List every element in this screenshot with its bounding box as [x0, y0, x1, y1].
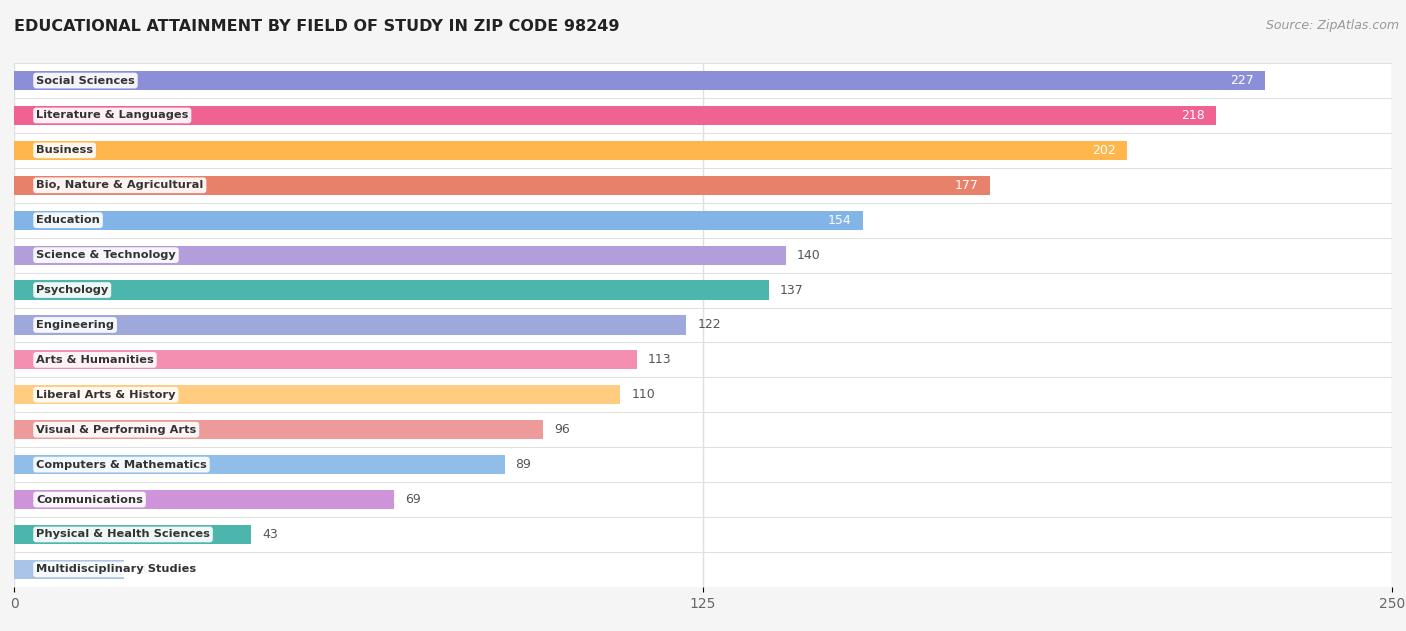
- Bar: [14, 560, 124, 579]
- Bar: [14, 175, 990, 195]
- Bar: [14, 238, 1392, 273]
- Text: EDUCATIONAL ATTAINMENT BY FIELD OF STUDY IN ZIP CODE 98249: EDUCATIONAL ATTAINMENT BY FIELD OF STUDY…: [14, 19, 620, 34]
- Bar: [14, 307, 1392, 343]
- Text: 69: 69: [405, 493, 422, 506]
- Bar: [14, 552, 1392, 587]
- Bar: [14, 168, 1392, 203]
- Text: Physical & Health Sciences: Physical & Health Sciences: [37, 529, 209, 540]
- Bar: [14, 133, 1392, 168]
- Text: 218: 218: [1181, 109, 1205, 122]
- Text: Arts & Humanities: Arts & Humanities: [37, 355, 153, 365]
- Text: Social Sciences: Social Sciences: [37, 76, 135, 86]
- Text: Visual & Performing Arts: Visual & Performing Arts: [37, 425, 197, 435]
- Bar: [14, 350, 637, 370]
- Bar: [14, 141, 1128, 160]
- Bar: [14, 455, 505, 475]
- Bar: [14, 343, 1392, 377]
- Bar: [14, 420, 543, 439]
- Bar: [14, 211, 863, 230]
- Text: Computers & Mathematics: Computers & Mathematics: [37, 459, 207, 469]
- Text: 137: 137: [780, 283, 804, 297]
- Bar: [14, 203, 1392, 238]
- Text: Bio, Nature & Agricultural: Bio, Nature & Agricultural: [37, 180, 204, 191]
- Text: Source: ZipAtlas.com: Source: ZipAtlas.com: [1265, 19, 1399, 32]
- Bar: [14, 490, 394, 509]
- Bar: [14, 482, 1392, 517]
- Bar: [14, 316, 686, 334]
- Bar: [14, 517, 1392, 552]
- Text: 20: 20: [135, 563, 152, 576]
- Bar: [14, 412, 1392, 447]
- Bar: [14, 245, 786, 265]
- Text: Multidisciplinary Studies: Multidisciplinary Studies: [37, 564, 197, 574]
- Bar: [14, 377, 1392, 412]
- Text: 122: 122: [697, 319, 721, 331]
- Bar: [14, 385, 620, 404]
- Text: 89: 89: [516, 458, 531, 471]
- Text: 227: 227: [1230, 74, 1254, 87]
- Text: Liberal Arts & History: Liberal Arts & History: [37, 390, 176, 400]
- Text: Literature & Languages: Literature & Languages: [37, 110, 188, 121]
- Text: Psychology: Psychology: [37, 285, 108, 295]
- Text: 202: 202: [1092, 144, 1116, 157]
- Text: 140: 140: [797, 249, 821, 262]
- Bar: [14, 98, 1392, 133]
- Text: 43: 43: [262, 528, 278, 541]
- Text: 96: 96: [554, 423, 569, 436]
- Text: Business: Business: [37, 145, 93, 155]
- Bar: [14, 106, 1216, 125]
- Text: Science & Technology: Science & Technology: [37, 250, 176, 260]
- Text: 110: 110: [631, 388, 655, 401]
- Text: 154: 154: [828, 214, 852, 227]
- Bar: [14, 71, 1265, 90]
- Text: 113: 113: [648, 353, 672, 367]
- Bar: [14, 525, 252, 544]
- Text: Communications: Communications: [37, 495, 143, 505]
- Bar: [14, 63, 1392, 98]
- Text: Engineering: Engineering: [37, 320, 114, 330]
- Bar: [14, 447, 1392, 482]
- Bar: [14, 280, 769, 300]
- Text: 177: 177: [955, 179, 979, 192]
- Text: Education: Education: [37, 215, 100, 225]
- Bar: [14, 273, 1392, 307]
